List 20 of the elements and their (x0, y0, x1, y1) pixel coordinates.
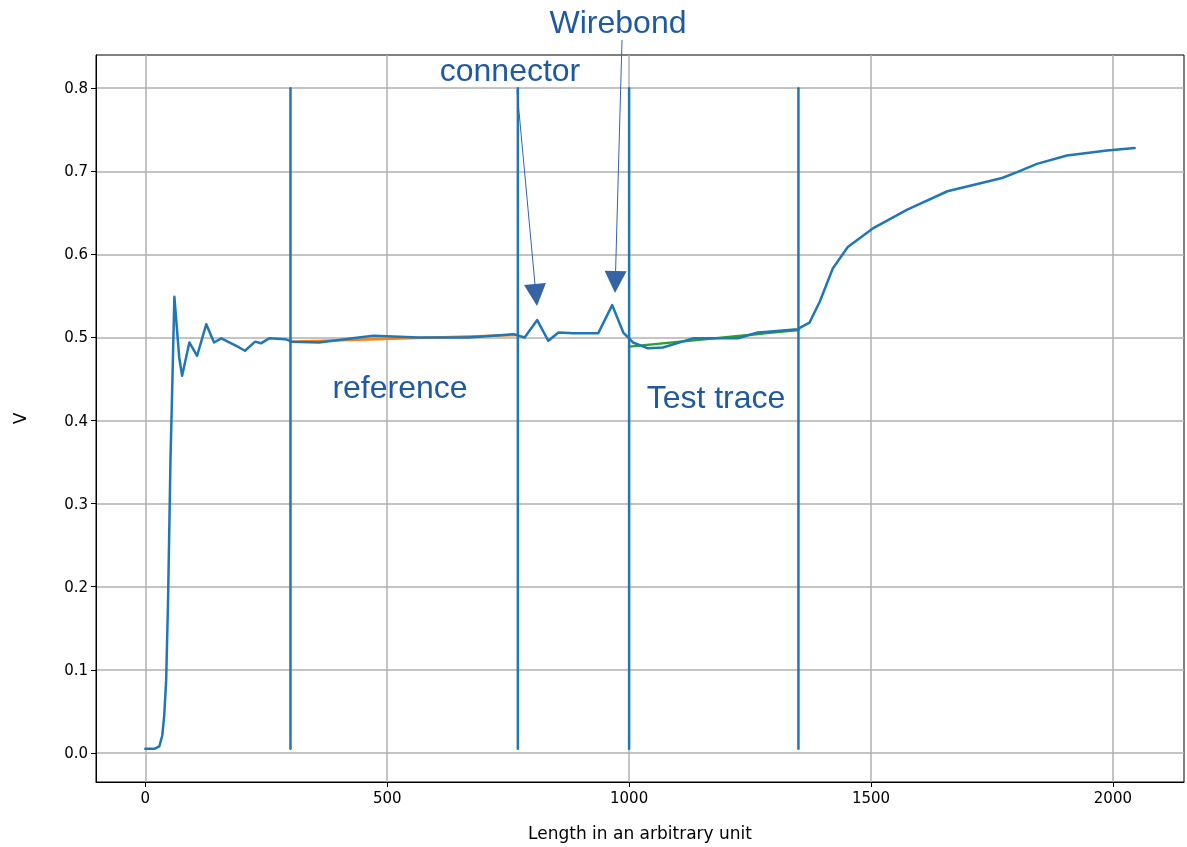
y-tick-label: 0.3 (64, 494, 88, 513)
x-tick-label: 1500 (851, 788, 891, 807)
y-tick-label: 0.1 (64, 660, 88, 679)
y-tick-label: 0.0 (64, 743, 88, 762)
x-tick-label: 1000 (610, 788, 649, 807)
text: Wirebond (549, 4, 687, 40)
y-tick-label: 0.6 (64, 245, 88, 264)
x-tick-label: 2000 (1093, 788, 1132, 807)
y-tick-label: 0.4 (64, 411, 88, 430)
y-tick-label: 0.7 (64, 162, 88, 181)
x-tick-label: 500 (372, 788, 402, 807)
y-tick-label: 0.2 (64, 577, 88, 596)
y-tick-label: 0.8 (64, 79, 88, 98)
x-tick-label: 0 (140, 788, 151, 807)
annotation: Test trace (646, 379, 786, 415)
annotation: reference (332, 369, 468, 405)
annotation: connector (439, 52, 581, 88)
x-axis-title: Length in an arbitrary unit (528, 822, 753, 843)
y-tick-label: 0.5 (64, 328, 88, 347)
y-axis-title: V (9, 412, 30, 425)
